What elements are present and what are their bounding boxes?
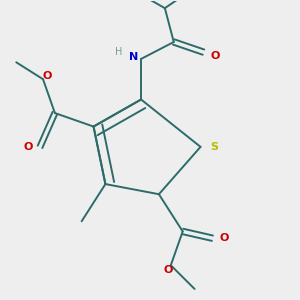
Text: N: N (129, 52, 138, 62)
Text: O: O (220, 233, 229, 243)
Text: H: H (115, 47, 122, 57)
Text: O: O (163, 265, 172, 275)
Text: S: S (210, 142, 218, 152)
Text: O: O (43, 71, 52, 81)
Text: O: O (23, 142, 33, 152)
Text: O: O (211, 50, 220, 61)
